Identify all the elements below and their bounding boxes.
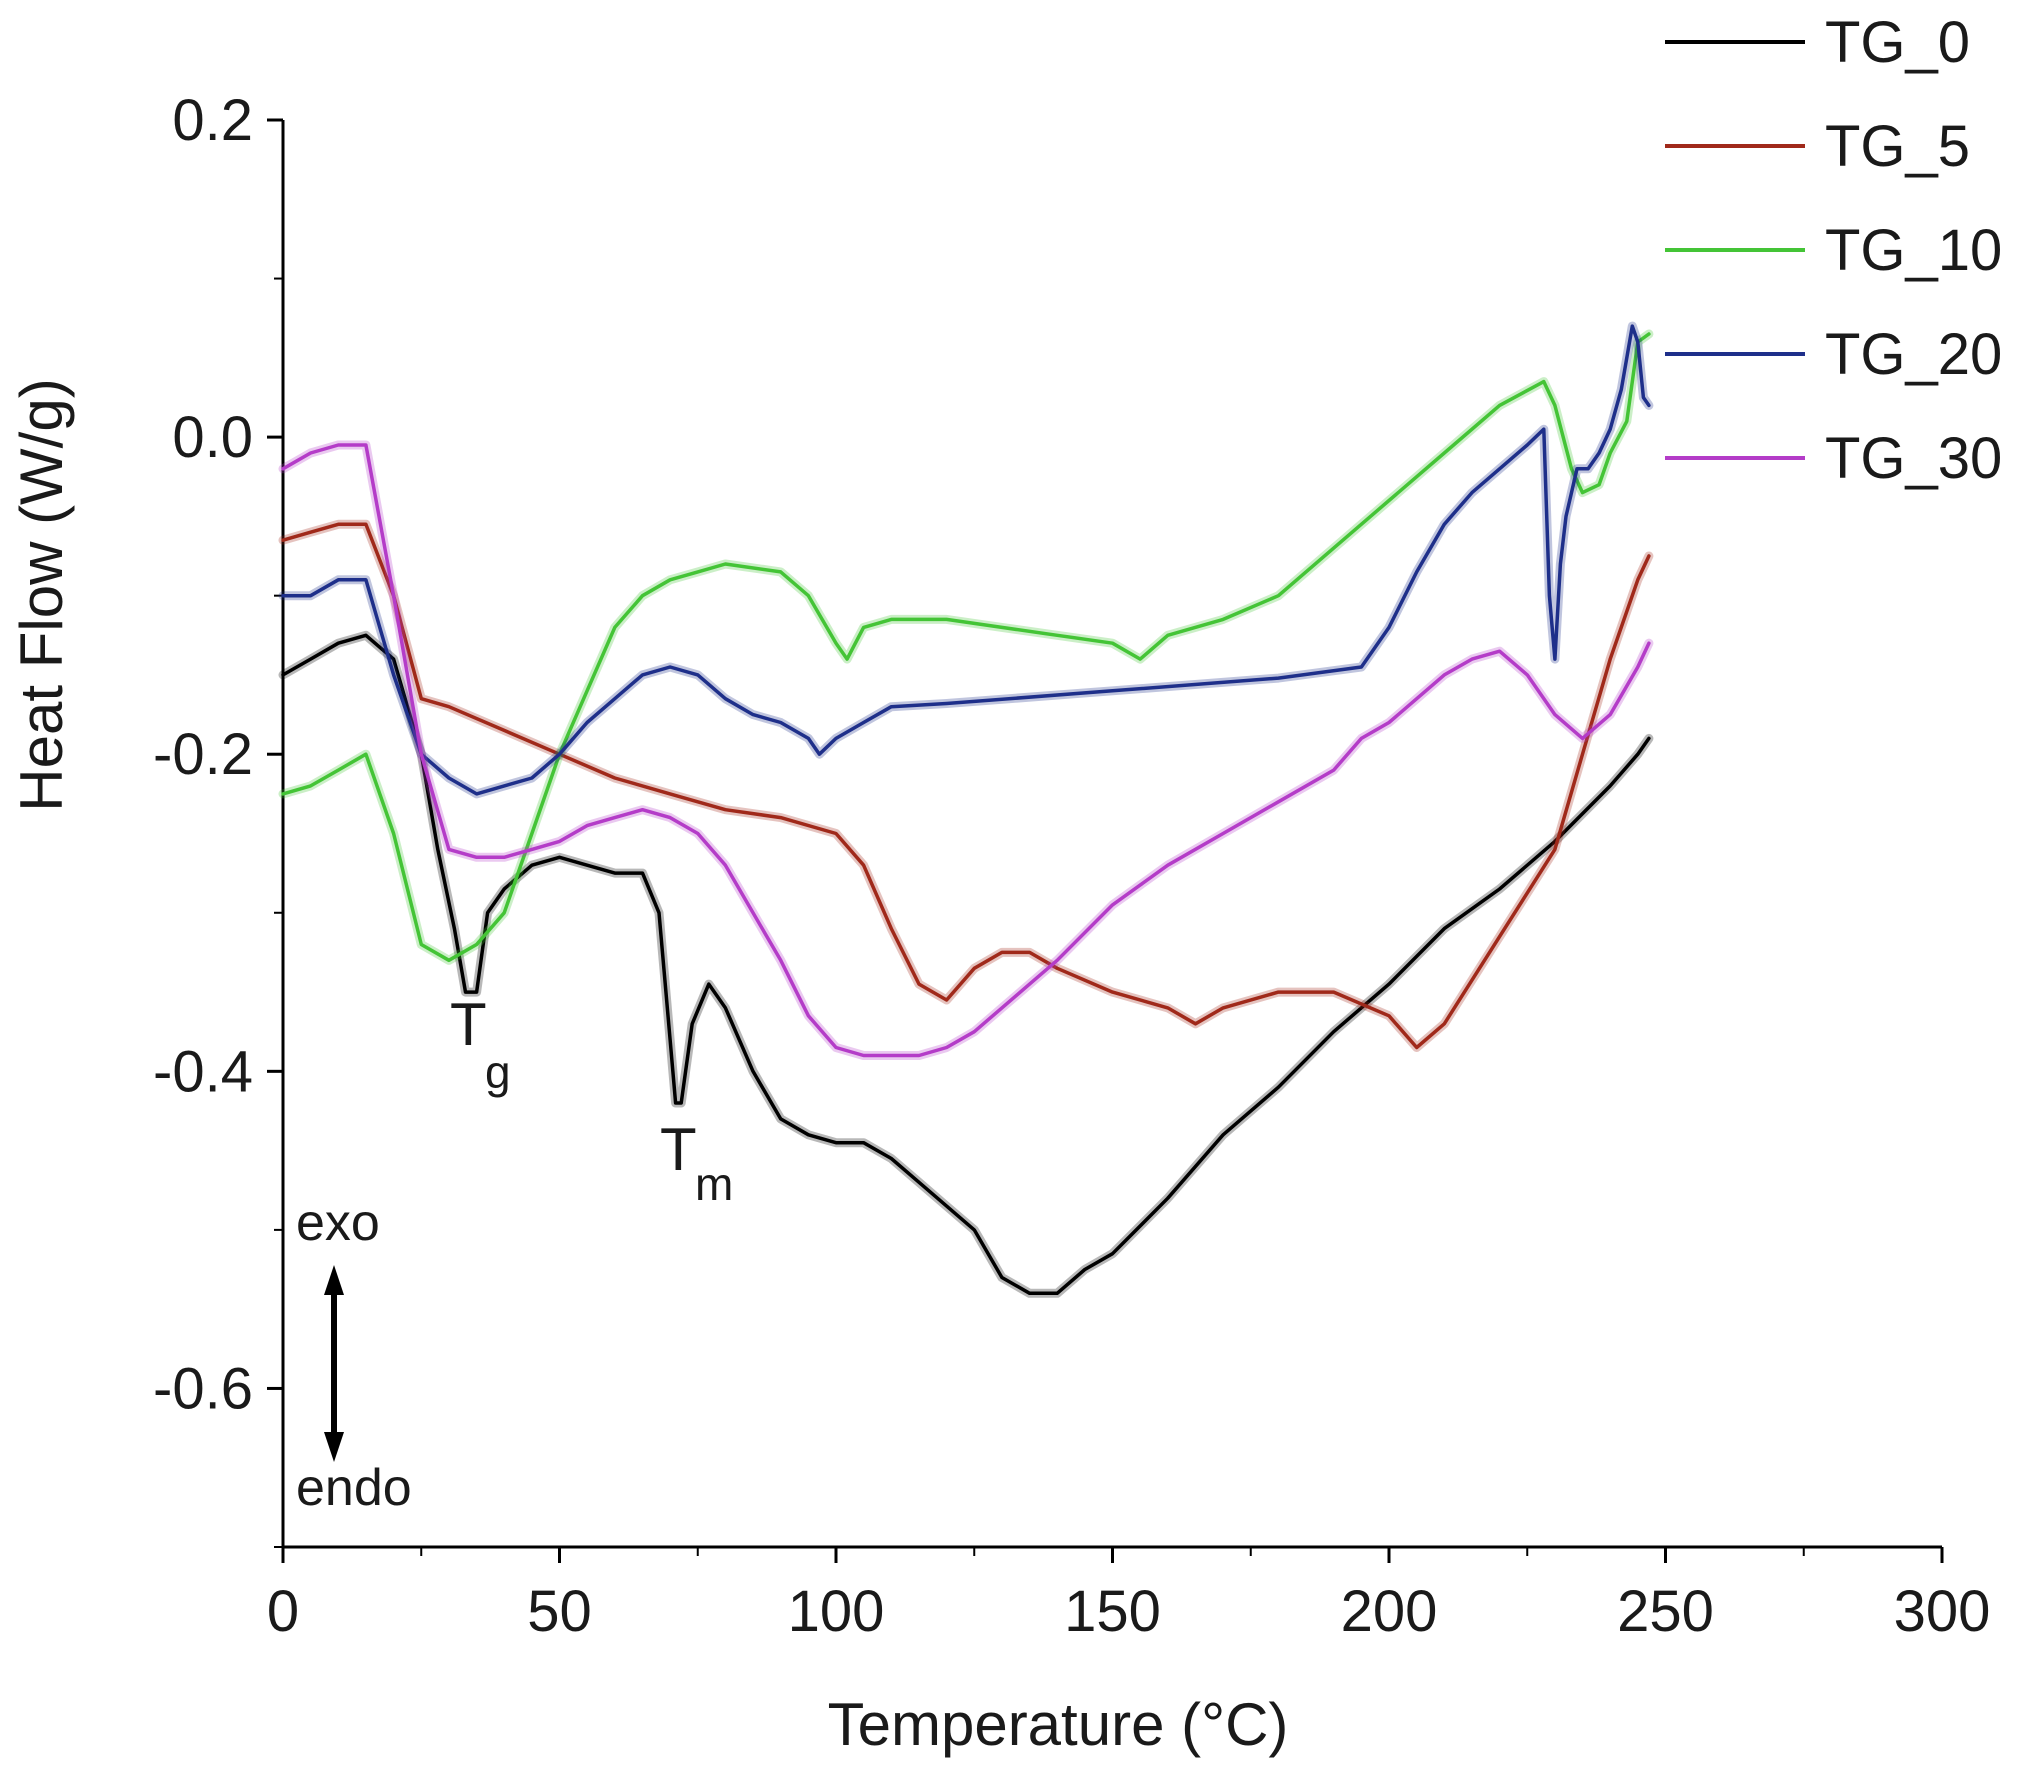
series-line-tg-0 — [281, 633, 1651, 1296]
x-tick-label: 100 — [788, 1579, 885, 1644]
series-glow-tg-10 — [278, 329, 1654, 965]
tg-annotation-subscript: g — [485, 1046, 511, 1098]
y-tick-label: 0.0 — [172, 405, 253, 470]
x-tick-label: 250 — [1617, 1579, 1714, 1644]
x-axis-title: Temperature (°C) — [828, 1691, 1289, 1758]
endo-label: endo — [296, 1459, 412, 1517]
series-line-tg-5 — [281, 522, 1651, 1050]
series-line-tg-10 — [281, 332, 1651, 963]
legend-label-tg-30: TG_30 — [1825, 426, 2002, 491]
series-layer — [278, 321, 1654, 1298]
arrow-up-icon — [324, 1265, 344, 1295]
tm-annotation: T m — [660, 1116, 733, 1210]
x-tick-label: 0 — [267, 1579, 299, 1644]
x-axis-ticks: 0 50 100 150 200 250 300 — [267, 1547, 1991, 1644]
tm-annotation-letter: T — [660, 1116, 697, 1183]
exo-endo-indicator: exo endo — [296, 1194, 412, 1517]
series-line-tg-20 — [281, 324, 1651, 796]
y-axis-title: Heat Flow (W/g) — [8, 378, 75, 811]
tg-annotation-letter: T — [450, 991, 487, 1058]
exo-label: exo — [296, 1194, 380, 1252]
y-tick-label: 0.2 — [172, 88, 253, 153]
series-glow-tg-30 — [278, 440, 1654, 1060]
legend-label-tg-10: TG_10 — [1825, 218, 2002, 283]
legend-label-tg-0: TG_0 — [1825, 10, 1970, 75]
arrow-down-icon — [324, 1432, 344, 1462]
y-tick-label: -0.6 — [153, 1356, 253, 1421]
y-tick-label: -0.2 — [153, 722, 253, 787]
x-tick-label: 50 — [527, 1579, 592, 1644]
series-line-tg-30 — [281, 443, 1651, 1058]
x-tick-label: 200 — [1341, 1579, 1438, 1644]
series-glow-tg-5 — [278, 519, 1654, 1052]
x-tick-label: 300 — [1894, 1579, 1991, 1644]
series-glow-tg-0 — [278, 630, 1654, 1298]
legend: TG_0 TG_5 TG_10 TG_20 TG_30 — [1665, 10, 2002, 491]
x-tick-label: 150 — [1064, 1579, 1161, 1644]
tm-annotation-subscript: m — [695, 1158, 733, 1210]
y-axis-ticks: 0.2 0.0 -0.2 -0.4 -0.6 — [153, 88, 283, 1548]
legend-label-tg-5: TG_5 — [1825, 114, 1970, 179]
tg-annotation: T g — [450, 991, 511, 1098]
legend-label-tg-20: TG_20 — [1825, 322, 2002, 387]
y-tick-label: -0.4 — [153, 1039, 253, 1104]
